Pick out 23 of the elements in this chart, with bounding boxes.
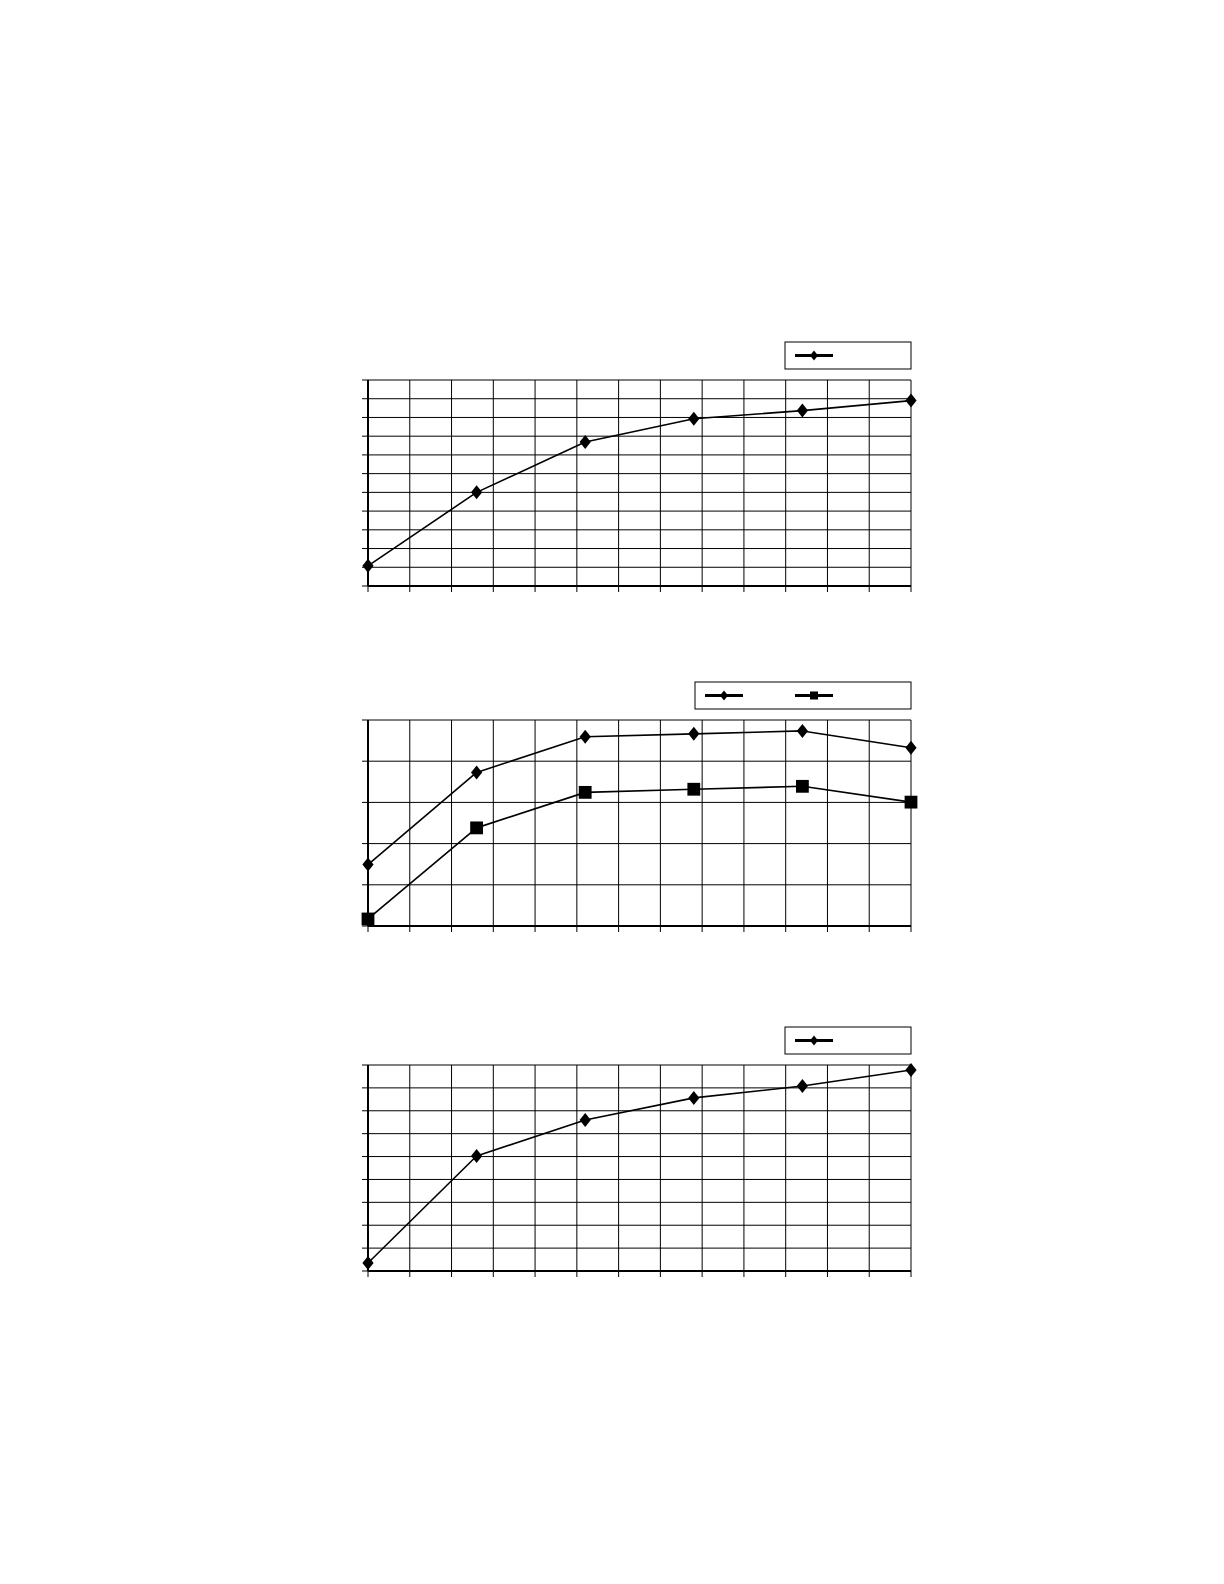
point <box>362 1255 374 1270</box>
point <box>688 411 700 426</box>
point <box>905 393 917 408</box>
point <box>796 779 809 793</box>
point <box>905 740 917 755</box>
point <box>579 434 591 449</box>
point <box>362 558 374 573</box>
point <box>471 765 483 780</box>
point <box>470 821 483 835</box>
point <box>578 785 592 799</box>
point <box>687 782 701 796</box>
point <box>471 485 483 500</box>
point <box>688 1090 700 1105</box>
point <box>688 726 700 741</box>
point <box>362 857 374 872</box>
point <box>579 1113 591 1128</box>
point <box>904 795 918 809</box>
point <box>796 723 808 738</box>
point <box>796 403 808 418</box>
point <box>579 729 591 744</box>
point <box>471 1149 483 1163</box>
point <box>905 1062 917 1077</box>
point <box>796 1079 808 1094</box>
